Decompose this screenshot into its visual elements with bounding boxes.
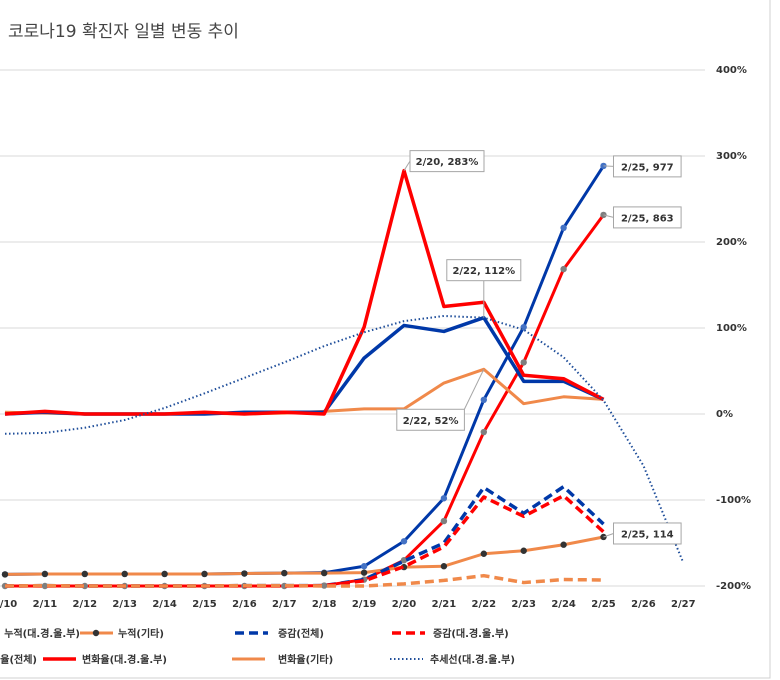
point-marker [400, 538, 408, 545]
x-tick-label: 2/23 [511, 599, 536, 610]
x-tick-label: 2/12 [73, 599, 98, 610]
x-tick-label: 2/21 [432, 599, 457, 610]
x-tick-label: 2/11 [33, 599, 58, 610]
y2-tick-label: -100% [716, 495, 751, 506]
label-box [409, 150, 485, 173]
legend-label: 누적(대.경.울.부) [4, 627, 80, 640]
point-marker [161, 570, 168, 578]
series-line [4, 168, 605, 416]
point-marker [201, 570, 208, 578]
x-tick-label: 2/19 [352, 599, 377, 610]
label-leader [403, 160, 411, 171]
x-tick-label: 2/20 [392, 599, 417, 610]
point-marker [360, 563, 368, 570]
label-box [446, 259, 522, 282]
data-label: 2/25, 977 [621, 162, 674, 173]
x-tick-label: 2/17 [272, 599, 297, 610]
point-marker [241, 570, 248, 577]
x-tick-label: 2/27 [671, 599, 696, 610]
label-leader [603, 214, 614, 218]
legend-label: 변화율(전체) [0, 653, 37, 666]
chart-title: 코로나19 확진자 일별 변동 추이 [8, 22, 239, 42]
x-tick-label: 2/18 [312, 599, 337, 610]
y2-tick-label: 300% [716, 151, 747, 162]
label-leader [603, 533, 614, 538]
x-tick-label: 2/10 [0, 599, 17, 610]
point-marker [41, 582, 49, 590]
point-marker [480, 550, 487, 557]
point-marker [560, 265, 567, 273]
y2-tick-label: 400% [716, 65, 747, 76]
point-marker [1, 571, 9, 578]
point-marker [480, 428, 487, 436]
legend-label: 증감(대.경.울.부) [433, 627, 509, 640]
point-marker [281, 569, 288, 577]
series-line [4, 573, 604, 588]
point-marker [360, 569, 368, 576]
series-line [4, 314, 685, 564]
point-marker [480, 396, 487, 404]
y2-tick-label: 0% [716, 409, 733, 420]
label-leader [463, 369, 485, 410]
point-marker [520, 359, 527, 366]
data-label: 2/22, 52% [403, 416, 459, 427]
y2-tick-label: -200% [716, 581, 751, 592]
point-marker [41, 570, 49, 578]
point-marker [560, 541, 567, 548]
legend-label: 누적(기타) [118, 627, 164, 640]
data-label: 2/25, 114 [621, 529, 674, 540]
label-box [613, 206, 682, 229]
data-label: 2/20, 283% [416, 157, 479, 168]
point-marker [321, 582, 328, 589]
x-tick-label: 2/16 [232, 599, 257, 610]
y2-tick-label: 200% [716, 237, 747, 248]
data-label: 2/25, 863 [621, 213, 674, 224]
legend-marker [92, 629, 100, 637]
label-box [613, 155, 682, 178]
legend-label: 변화율(기타) [278, 653, 333, 666]
point-marker [121, 570, 128, 578]
point-marker [520, 547, 527, 554]
label-box [396, 408, 465, 431]
point-marker [440, 495, 448, 502]
data-label: 2/22, 112% [452, 266, 515, 277]
y2-tick-label: 100% [716, 323, 747, 334]
x-tick-label: 2/15 [192, 599, 217, 610]
legend-label: 추세선(대.경.울.부) [430, 653, 515, 666]
point-marker [81, 570, 89, 578]
series-line [4, 535, 604, 576]
legend-label: 변화율(대.경.울.부) [82, 653, 167, 666]
x-tick-label: 2/26 [631, 599, 656, 610]
label-box [613, 522, 682, 545]
x-tick-label: 2/22 [472, 599, 497, 610]
x-tick-label: 2/25 [591, 599, 616, 610]
point-marker [440, 563, 448, 570]
legend-label: 증감(전체) [278, 627, 324, 640]
x-tick-label: 2/13 [112, 599, 137, 610]
point-marker [440, 517, 448, 525]
point-marker [321, 569, 328, 577]
x-tick-label: 2/14 [152, 599, 177, 610]
point-marker [560, 224, 567, 232]
x-tick-label: 2/24 [551, 599, 576, 610]
label-leader [603, 165, 614, 167]
